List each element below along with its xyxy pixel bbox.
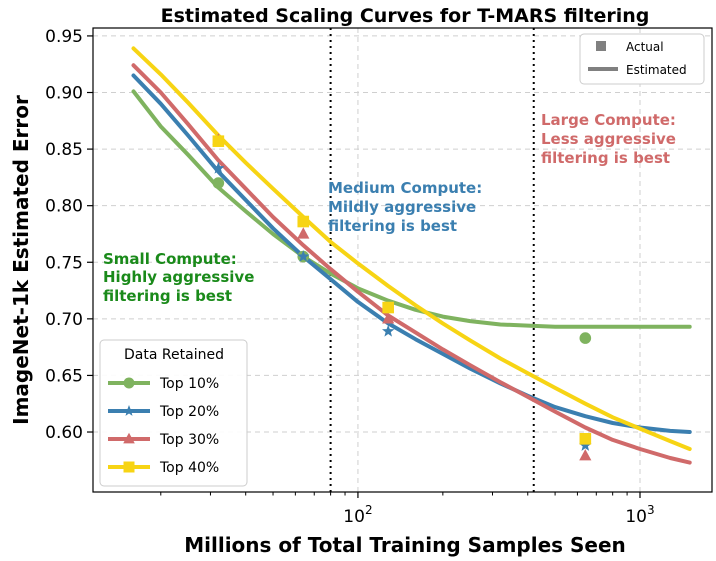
actual-point-square	[212, 135, 225, 147]
annotation-line: Medium Compute:	[328, 179, 482, 197]
y-axis-label: ImageNet-1k Estimated Error	[9, 95, 33, 425]
y-tick-label: 0.75	[45, 253, 83, 273]
legend-marker-icon	[123, 405, 135, 416]
y-tick-label: 0.80	[45, 197, 83, 217]
y-tick-label: 0.70	[45, 310, 83, 330]
curve-top-10-	[131, 89, 692, 329]
actual-square-icon	[596, 41, 606, 51]
curve-top-40-	[131, 46, 692, 451]
legend-items: Top 10% Top 20% Top 30% Top 40%	[108, 376, 219, 476]
legend-marker-icon	[123, 461, 135, 473]
legend-label: Top 20%	[159, 404, 219, 420]
y-tick-label: 0.90	[45, 84, 83, 104]
x-tick-label: 102	[343, 503, 372, 527]
actual-point-star	[579, 439, 592, 451]
actual-point-star	[212, 161, 225, 174]
legend-marker-icon	[123, 432, 135, 444]
y-axis-ticks: 0.60 0.65 0.70 0.75 0.80 0.85 0.90 0.95	[45, 27, 93, 443]
x-axis-label: Millions of Total Training Samples Seen	[184, 533, 626, 557]
chart-title: Estimated Scaling Curves for T-MARS filt…	[161, 5, 650, 27]
actual-label: Actual	[626, 40, 664, 54]
y-tick-label: 0.65	[45, 366, 83, 386]
actual-point-circle	[212, 177, 225, 189]
legend-label: Top 40%	[159, 460, 219, 476]
legend-marker-icon	[123, 377, 135, 389]
actual-point-square	[297, 215, 310, 228]
actual-point-triangle	[579, 449, 592, 461]
annotation-medium-compute: Medium Compute: Mildly aggressive filter…	[328, 179, 482, 235]
annotation-line: filtering is best	[541, 149, 670, 167]
annotation-line: Large Compute:	[541, 111, 676, 129]
legend-label: Top 10%	[159, 376, 219, 392]
annotation-line: filtering is best	[328, 217, 457, 235]
actual-point-star	[382, 324, 395, 337]
annotation-large-compute: Large Compute: Less aggressive filtering…	[541, 111, 676, 167]
legend-label: Top 30%	[159, 432, 219, 448]
x-axis-ticks: 102 103	[160, 492, 655, 527]
actual-point-square	[579, 433, 592, 445]
curve-top-20-	[131, 73, 692, 434]
actual-point-triangle	[297, 227, 310, 239]
annotation-line: Less aggressive	[541, 130, 676, 148]
y-tick-label: 0.85	[45, 140, 83, 160]
marker-type-legend: Actual Estimated	[579, 33, 705, 85]
data-retained-legend: Data Retained Top 10% Top 20% Top 30% Top 4…	[99, 339, 248, 487]
series-legend-box	[99, 339, 248, 487]
curve-top-30-	[131, 63, 692, 465]
marker-legend-box	[579, 33, 705, 85]
estimated-curves	[131, 46, 692, 465]
annotation-line: Highly aggressive	[103, 268, 254, 286]
compute-boundaries	[329, 28, 535, 492]
annotation-line: Mildly aggressive	[328, 198, 476, 216]
actual-markers	[212, 133, 592, 461]
plot-area-frame	[92, 27, 713, 493]
annotation-small-compute: Small Compute: Highly aggressive filteri…	[103, 250, 254, 305]
actual-point-star	[297, 250, 310, 262]
annotation-line: filtering is best	[103, 287, 232, 305]
annotation-line: Small Compute:	[103, 250, 237, 268]
x-tick-label: 103	[625, 503, 654, 527]
estimated-label: Estimated	[626, 63, 687, 77]
actual-point-circle	[579, 332, 592, 344]
actual-point-square	[382, 301, 394, 314]
y-tick-label: 0.60	[45, 423, 83, 443]
actual-point-triangle	[382, 312, 395, 324]
legend-title: Data Retained	[124, 347, 224, 363]
y-tick-label: 0.95	[45, 27, 83, 47]
